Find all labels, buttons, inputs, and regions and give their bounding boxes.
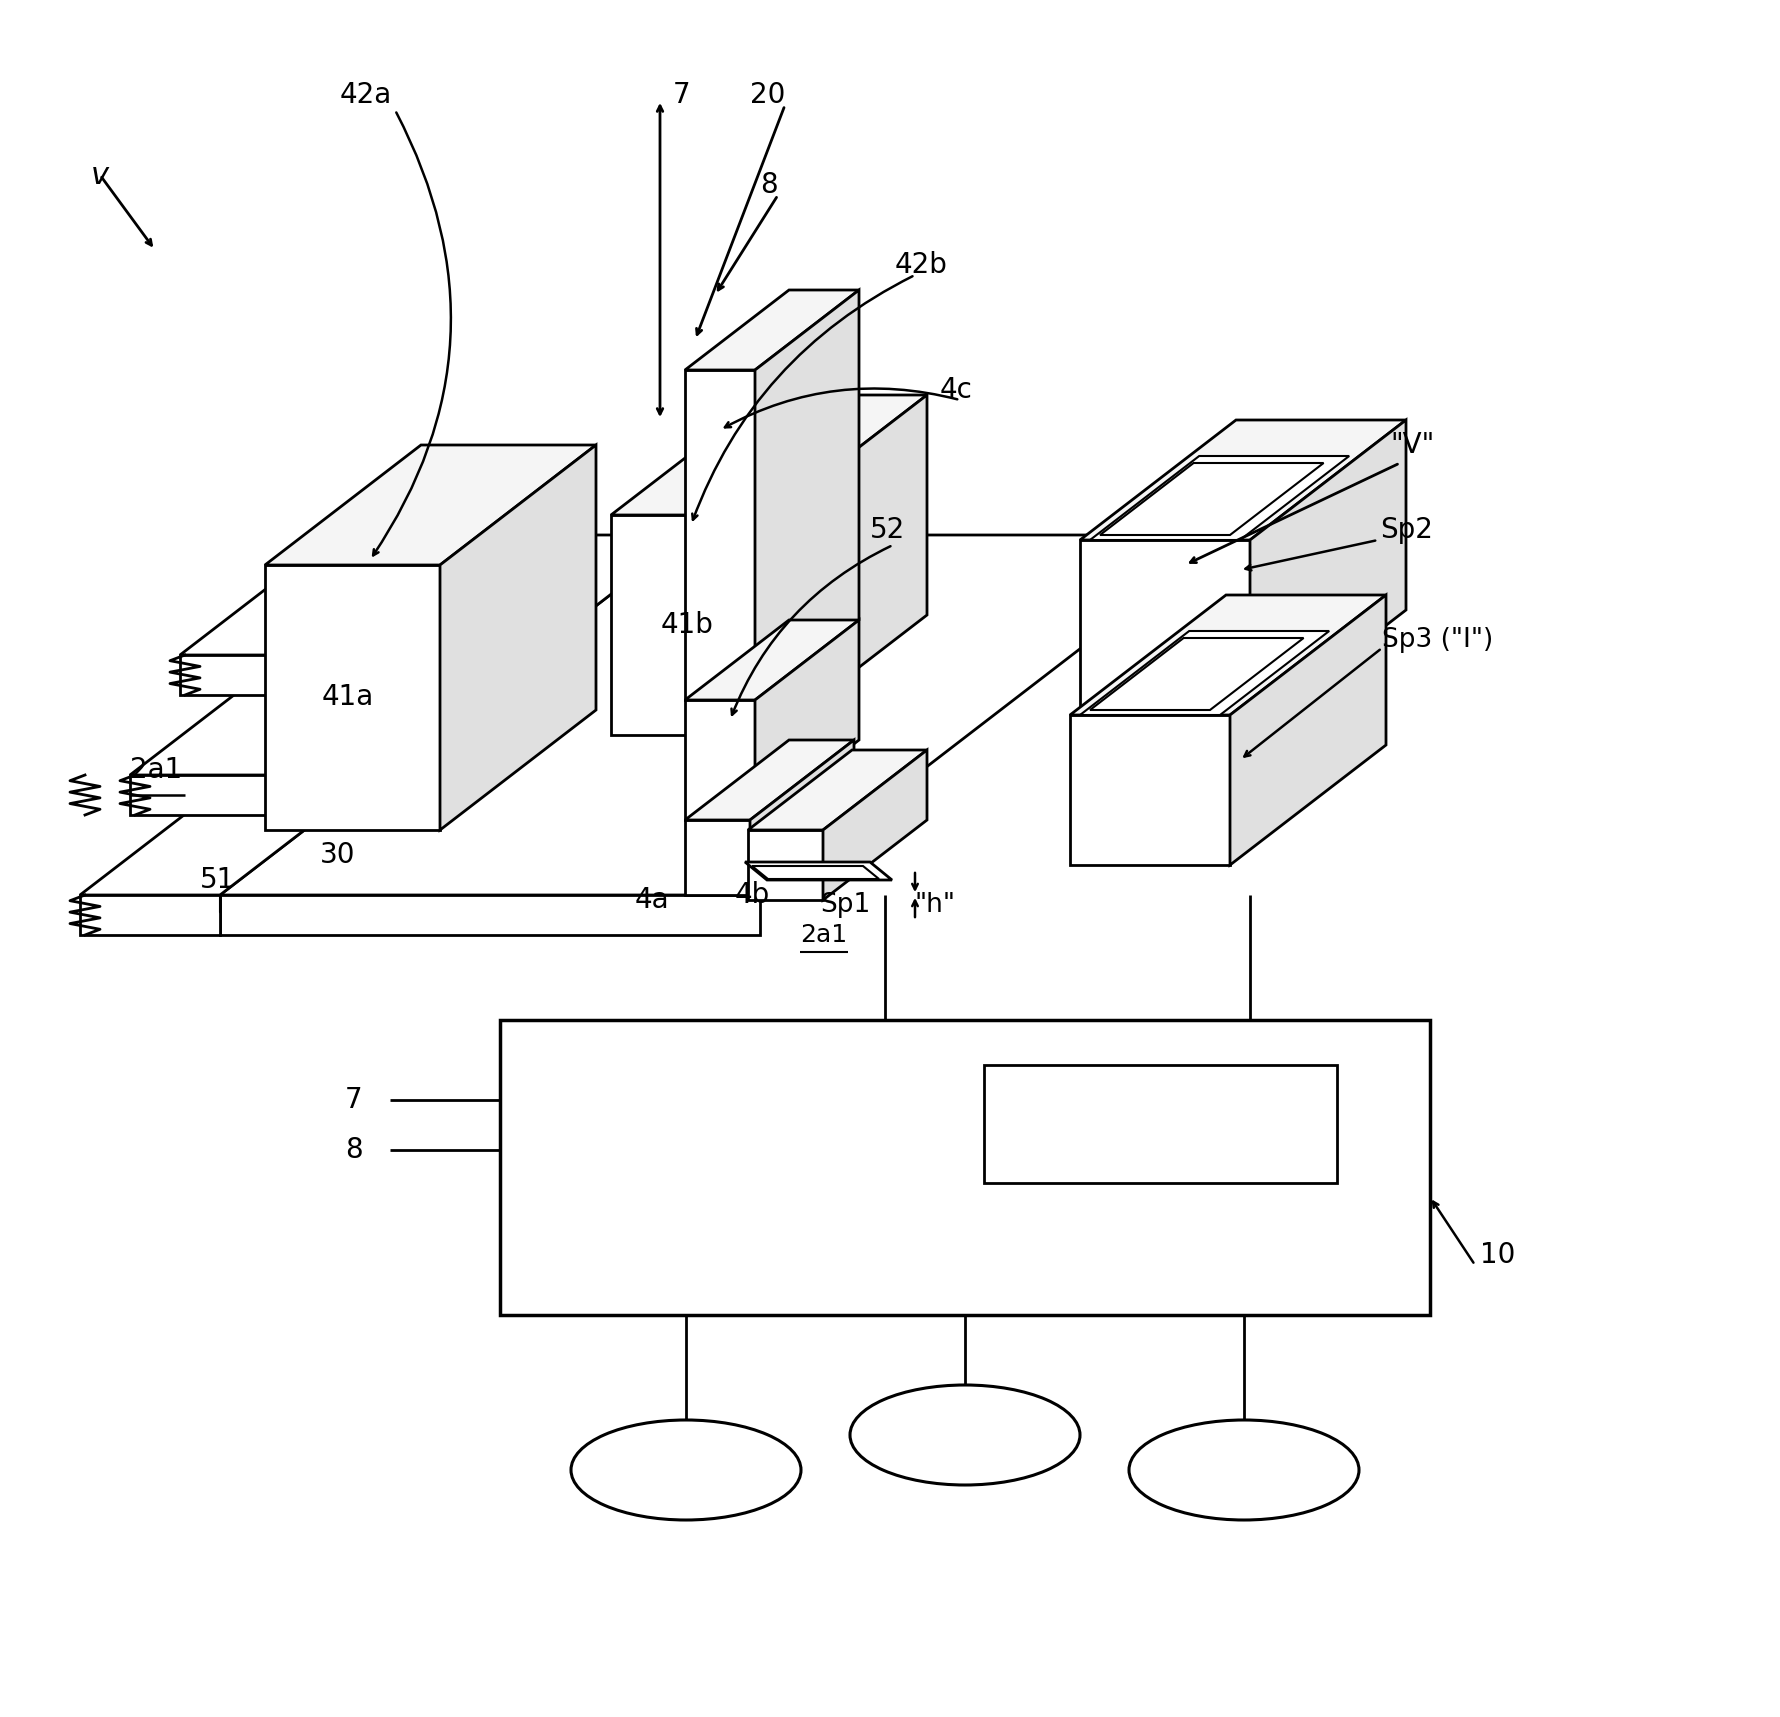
Text: 42a: 42a [340, 81, 392, 108]
Polygon shape [1089, 639, 1303, 711]
Text: Sp1: Sp1 [819, 893, 870, 919]
Text: 10a2: 10a2 [651, 1456, 721, 1483]
Text: 52: 52 [869, 517, 904, 544]
Polygon shape [221, 536, 1228, 895]
Polygon shape [265, 445, 596, 565]
Polygon shape [80, 774, 376, 895]
Ellipse shape [571, 1420, 801, 1520]
Polygon shape [1250, 421, 1404, 730]
Polygon shape [1100, 464, 1323, 536]
Polygon shape [80, 895, 221, 936]
Polygon shape [744, 862, 892, 881]
Polygon shape [1070, 596, 1385, 714]
Polygon shape [130, 654, 532, 774]
Polygon shape [611, 395, 926, 515]
Polygon shape [1230, 596, 1385, 865]
Polygon shape [751, 865, 879, 879]
Text: 7: 7 [345, 1085, 363, 1114]
Text: 8: 8 [345, 1137, 363, 1164]
Text: 8: 8 [760, 172, 778, 199]
Text: Sp2: Sp2 [1380, 517, 1433, 544]
Text: Sp3 ("I"): Sp3 ("I") [1381, 627, 1492, 652]
Text: 10a3: 10a3 [929, 1422, 1000, 1449]
Polygon shape [983, 1065, 1337, 1183]
Polygon shape [1089, 457, 1349, 541]
Text: 2a1: 2a1 [799, 924, 847, 948]
Ellipse shape [1129, 1420, 1358, 1520]
Text: 4a: 4a [635, 886, 669, 913]
Polygon shape [685, 701, 755, 821]
Polygon shape [685, 740, 854, 821]
Polygon shape [130, 774, 376, 816]
Polygon shape [265, 565, 440, 829]
Polygon shape [221, 895, 760, 936]
Polygon shape [500, 1020, 1429, 1315]
Polygon shape [748, 829, 822, 900]
Ellipse shape [849, 1386, 1079, 1485]
Text: 30: 30 [320, 841, 356, 869]
Polygon shape [1079, 421, 1404, 541]
Text: "V": "V" [1388, 431, 1433, 458]
Polygon shape [1070, 714, 1230, 865]
Polygon shape [1079, 632, 1328, 714]
Text: 41b: 41b [660, 611, 714, 639]
Polygon shape [440, 445, 596, 829]
Polygon shape [771, 395, 926, 735]
Polygon shape [685, 369, 755, 701]
Text: 42b: 42b [895, 251, 947, 278]
Text: 4b: 4b [735, 881, 769, 908]
Text: 7: 7 [673, 81, 691, 108]
Polygon shape [180, 536, 687, 654]
Polygon shape [685, 821, 749, 895]
Text: "h": "h" [915, 893, 956, 919]
Text: 41a: 41a [322, 683, 374, 711]
Text: 10a4: 10a4 [1209, 1456, 1278, 1483]
Text: v: v [91, 160, 109, 189]
Text: 10a1: 10a1 [1130, 1109, 1200, 1138]
Polygon shape [822, 750, 926, 900]
Text: 2a1: 2a1 [130, 755, 182, 785]
Polygon shape [748, 750, 926, 829]
Text: 51: 51 [199, 865, 235, 895]
Text: 4c: 4c [940, 376, 972, 403]
Polygon shape [611, 515, 771, 735]
Text: 10: 10 [1479, 1241, 1515, 1269]
Polygon shape [685, 290, 858, 369]
Polygon shape [685, 620, 858, 701]
Polygon shape [1079, 541, 1250, 730]
Polygon shape [180, 654, 532, 695]
Polygon shape [749, 740, 854, 895]
Text: 20: 20 [749, 81, 785, 108]
Polygon shape [755, 620, 858, 821]
Polygon shape [755, 290, 858, 701]
